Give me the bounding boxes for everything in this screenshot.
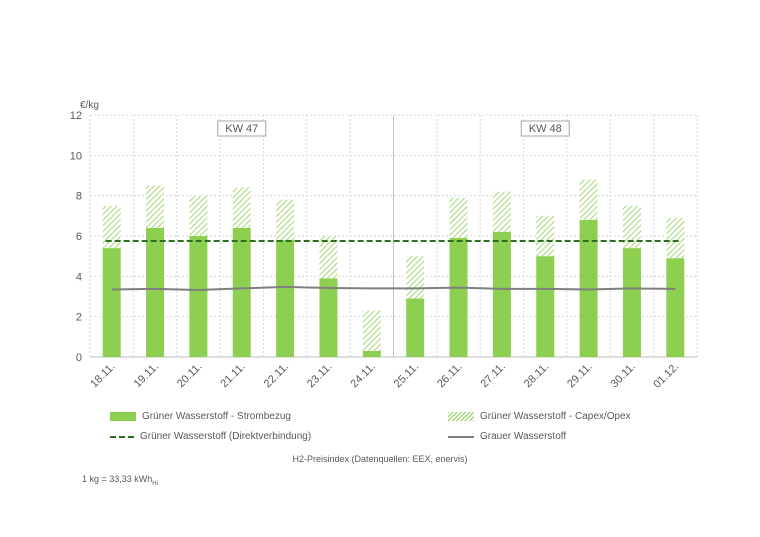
bar-capex-opex <box>579 179 598 220</box>
y-tick-label: 0 <box>76 352 82 364</box>
bar-capex-opex <box>536 215 555 257</box>
bar-capex-opex <box>492 191 511 232</box>
bar-capex-opex <box>362 310 381 351</box>
bar-capex-opex <box>146 185 165 228</box>
x-tick-label: 25.11. <box>392 361 422 391</box>
x-tick-label: 18.11. <box>88 361 118 391</box>
bar-strombezug <box>536 256 555 357</box>
bar-capex-opex <box>189 195 208 236</box>
bar-strombezug <box>622 248 641 357</box>
x-tick-label: 01.12. <box>651 361 681 391</box>
week-labels: KW 47 KW 48 <box>217 120 570 137</box>
x-tick-label: 24.11. <box>348 361 378 391</box>
bar-capex-opex <box>232 187 251 228</box>
bar-capex-opex <box>622 205 641 249</box>
legend-item-capex-opex: Grüner Wasserstoff - Capex/Opex <box>448 411 631 422</box>
x-tick-label: 28.11. <box>522 361 552 391</box>
footnote-subscript: Hi <box>152 480 158 487</box>
y-tick-label: 2 <box>76 312 82 324</box>
x-tick-label: 21.11. <box>218 361 248 391</box>
week-label-box <box>520 120 570 137</box>
week-label: KW 48 <box>520 120 570 137</box>
legend-label: Grüner Wasserstoff - Strombezug <box>142 411 291 422</box>
legend-item-grauer: Grauer Wasserstoff <box>448 431 566 442</box>
source-note: H2-Preisindex (Datenquellen: EEX, enervi… <box>292 454 468 464</box>
footnote-text: 1 kg = 33,33 kWh <box>82 474 153 484</box>
bar-strombezug <box>102 248 121 357</box>
x-tick-labels: 18.11. 19.11. 20.11. 21.11. 22.11. 23.11. 24.1… <box>88 361 681 391</box>
y-tick-label: 4 <box>76 271 82 283</box>
x-tick-label: 29.11. <box>565 361 595 391</box>
week-label-text: KW 48 <box>529 123 562 135</box>
legend-item-strombezug: Grüner Wasserstoff - Strombezug <box>110 411 291 422</box>
legend-swatch-line <box>448 435 474 438</box>
y-tick-labels: 0 2 4 6 8 10 12 <box>70 110 82 364</box>
x-tick-label: 26.11. <box>435 361 465 391</box>
legend-swatch-dashed <box>110 435 134 438</box>
footnote: 1 kg = 33,33 kWhHi <box>82 474 158 487</box>
y-axis-label: €/kg <box>80 100 99 111</box>
bar-strombezug <box>406 298 425 357</box>
legend-label: Grüner Wasserstoff (Direktverbindung) <box>140 431 312 442</box>
bar-strombezug <box>666 258 685 357</box>
bar-strombezug <box>492 231 511 357</box>
chart-area: 0 2 4 6 8 10 12 18.11. 19.11. 20.11. 21.11. 22.11.… <box>70 100 698 391</box>
x-tick-label: 30.11. <box>609 361 639 391</box>
bar-strombezug <box>579 219 598 357</box>
legend-swatch-hatched <box>448 412 474 421</box>
bar-strombezug <box>276 240 295 357</box>
week-label-box <box>217 120 267 137</box>
bar-strombezug <box>319 278 338 357</box>
x-tick-label: 20.11. <box>175 361 205 391</box>
week-label: KW 47 <box>217 120 267 137</box>
bar-capex-opex <box>102 205 121 249</box>
x-tick-label: 23.11. <box>305 361 335 391</box>
y-tick-label: 12 <box>70 110 82 122</box>
y-tick-label: 10 <box>70 150 82 162</box>
bar-capex-opex <box>319 236 338 279</box>
legend-label: Grauer Wasserstoff <box>480 431 567 442</box>
bar-strombezug <box>232 227 251 357</box>
legend-item-direktverbindung: Grüner Wasserstoff (Direktverbindung) <box>110 431 311 442</box>
bar-strombezug <box>449 238 468 357</box>
bar-capex-opex <box>449 197 468 239</box>
x-tick-label: 27.11. <box>478 361 508 391</box>
bar-capex-opex <box>666 217 685 259</box>
y-tick-label: 6 <box>76 231 82 243</box>
bar-strombezug <box>146 227 165 357</box>
y-tick-label: 8 <box>76 191 82 203</box>
week-label-text: KW 47 <box>225 123 258 135</box>
x-tick-label: 22.11. <box>262 361 292 391</box>
x-tick-label: 19.11. <box>132 361 162 391</box>
bar-capex-opex <box>406 256 425 299</box>
bar-capex-opex <box>276 199 295 241</box>
legend-label: Grüner Wasserstoff - Capex/Opex <box>480 411 631 422</box>
line-grauer-wasserstoff <box>111 285 676 292</box>
grid-lines <box>89 114 698 358</box>
series-lines <box>105 240 682 292</box>
legend-swatch-solid <box>110 412 136 421</box>
bar-strombezug <box>189 236 208 357</box>
bar-strombezug <box>362 350 381 357</box>
